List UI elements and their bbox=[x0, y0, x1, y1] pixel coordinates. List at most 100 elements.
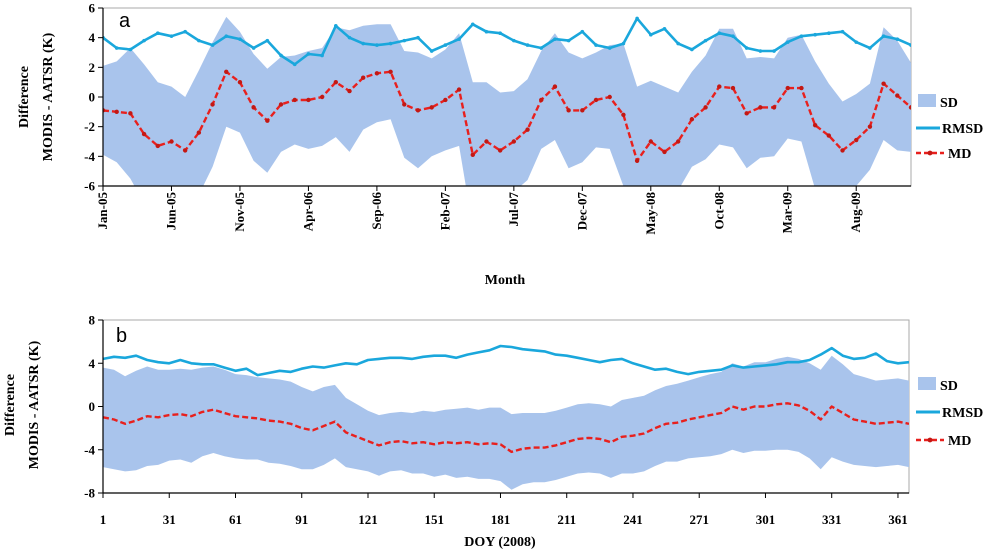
rmsd-point bbox=[690, 47, 694, 52]
md-point bbox=[511, 139, 517, 144]
rmsd-point bbox=[621, 41, 626, 46]
panel-letter: b bbox=[116, 325, 127, 347]
rmsd-point bbox=[813, 32, 817, 37]
md-point bbox=[593, 97, 599, 103]
md-point bbox=[539, 97, 544, 103]
md-point bbox=[141, 131, 147, 137]
md-point bbox=[689, 117, 695, 122]
x-axis-title: Month bbox=[485, 273, 526, 288]
x-tick-label: 61 bbox=[229, 512, 242, 527]
md-point bbox=[607, 94, 612, 100]
rmsd-point bbox=[484, 29, 489, 34]
legend-rmsd-label: RMSD bbox=[942, 122, 983, 137]
md-point bbox=[182, 148, 188, 153]
rmsd-point bbox=[155, 31, 160, 36]
md-point bbox=[278, 102, 284, 107]
rmsd-point bbox=[224, 34, 229, 38]
x-tick-label: 1 bbox=[100, 512, 107, 527]
x-tick-label: Nov-05 bbox=[232, 192, 247, 232]
md-point bbox=[840, 148, 845, 153]
rmsd-point bbox=[594, 43, 598, 47]
md-point bbox=[648, 139, 653, 144]
rmsd-point bbox=[758, 49, 763, 53]
rmsd-point bbox=[320, 53, 324, 58]
rmsd-point bbox=[553, 37, 557, 41]
rmsd-point bbox=[785, 40, 790, 44]
rmsd-point bbox=[114, 46, 119, 50]
y-tick-label: 2 bbox=[89, 60, 96, 75]
rmsd-point bbox=[744, 46, 749, 50]
md-point bbox=[634, 158, 640, 163]
x-tick-label: Feb-07 bbox=[437, 192, 452, 231]
rmsd-point bbox=[279, 53, 283, 58]
md-point bbox=[703, 105, 708, 110]
rmsd-point bbox=[388, 41, 393, 46]
y-tick-label: 6 bbox=[89, 1, 96, 16]
md-point bbox=[758, 105, 763, 110]
rmsd-point bbox=[731, 34, 735, 38]
md-point bbox=[292, 97, 297, 103]
md-point bbox=[730, 85, 736, 91]
x-axis-title: DOY (2008) bbox=[464, 535, 536, 550]
rmsd-point bbox=[607, 46, 612, 50]
x-tick-label: 121 bbox=[358, 512, 378, 527]
md-point bbox=[812, 122, 818, 128]
x-tick-label: Jan-05 bbox=[95, 192, 110, 230]
rmsd-point bbox=[128, 47, 133, 52]
md-point bbox=[319, 94, 325, 100]
rmsd-point bbox=[169, 34, 174, 38]
rmsd-point bbox=[566, 38, 571, 43]
rmsd-point bbox=[498, 31, 502, 36]
x-tick-label: May-08 bbox=[643, 192, 658, 235]
rmsd-point bbox=[142, 38, 146, 43]
md-point bbox=[854, 137, 859, 143]
rmsd-line bbox=[103, 17, 911, 66]
y-tick-label: -6 bbox=[84, 179, 95, 194]
legend-md-marker bbox=[927, 437, 933, 443]
rmsd-point bbox=[676, 41, 680, 46]
md-point bbox=[456, 87, 462, 92]
y-tick-label: 0 bbox=[89, 90, 96, 105]
md-point bbox=[744, 111, 749, 116]
y-tick-label: 4 bbox=[89, 30, 96, 45]
md-point bbox=[347, 88, 352, 94]
md-point bbox=[908, 105, 911, 110]
x-tick-label: 151 bbox=[424, 512, 444, 527]
rmsd-point bbox=[375, 43, 379, 47]
y-axis-title-line1: Difference bbox=[17, 66, 32, 128]
md-point bbox=[388, 69, 393, 74]
rmsd-point bbox=[895, 37, 900, 41]
md-line bbox=[103, 402, 909, 454]
y-tick-label: 8 bbox=[89, 313, 96, 328]
legend-md-label: MD bbox=[948, 147, 971, 162]
x-tick-label: Mar-09 bbox=[780, 192, 795, 234]
x-tick-label: Dec-07 bbox=[574, 192, 589, 231]
rmsd-point bbox=[457, 37, 461, 41]
md-point bbox=[265, 118, 270, 123]
y-tick-label: -8 bbox=[84, 486, 95, 501]
rmsd-point bbox=[580, 29, 585, 34]
rmsd-point bbox=[292, 62, 297, 67]
rmsd-point bbox=[840, 29, 845, 34]
rmsd-point bbox=[361, 41, 366, 46]
legend-sd-swatch bbox=[918, 94, 936, 107]
legend-rmsd-label: RMSD bbox=[942, 406, 983, 421]
x-tick-label: 361 bbox=[888, 512, 908, 527]
md-point bbox=[470, 152, 475, 158]
rmsd-point bbox=[635, 16, 639, 21]
rmsd-point bbox=[827, 31, 831, 36]
legend-md-label: MD bbox=[948, 434, 971, 449]
rmsd-point bbox=[525, 43, 530, 47]
legend: SD RMSD MD bbox=[916, 94, 983, 162]
x-tick-label: Oct-08 bbox=[711, 192, 726, 230]
md-point bbox=[621, 112, 626, 118]
y-tick-label: -4 bbox=[84, 149, 95, 164]
rmsd-point bbox=[854, 40, 859, 44]
rmsd-point bbox=[470, 22, 475, 27]
md-point bbox=[552, 84, 558, 89]
legend-sd-swatch bbox=[918, 377, 936, 390]
rmsd-point bbox=[265, 38, 270, 43]
rmsd-point bbox=[539, 46, 544, 50]
md-point bbox=[580, 108, 585, 113]
